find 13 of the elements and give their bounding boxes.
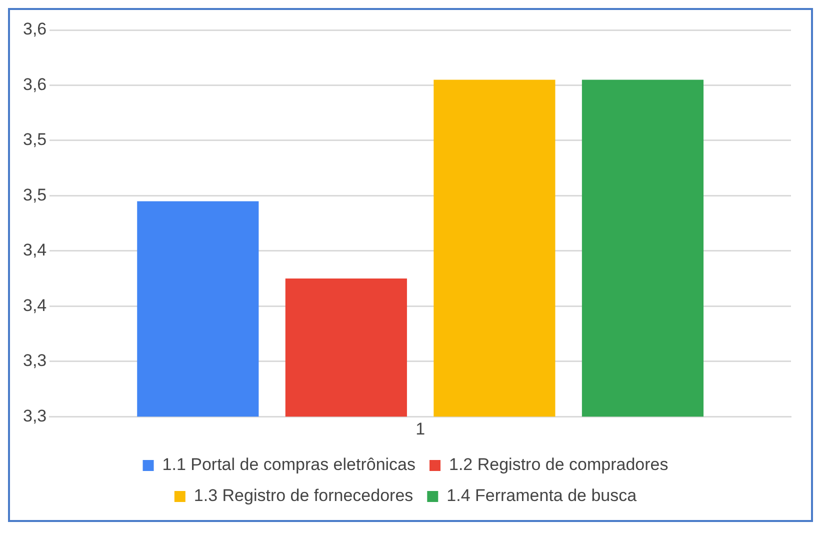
legend-label: 1.1 Portal de compras eletrônicas [162, 455, 416, 474]
y-tick-label: 3,5 [22, 185, 47, 204]
x-tick-label: 1 [416, 419, 426, 438]
y-tick-label: 3,6 [22, 74, 47, 94]
y-tick-label: 3,3 [22, 351, 47, 370]
legend-label: 1.3 Registro de fornecedores [194, 486, 414, 506]
y-tick-label: 3,3 [22, 406, 47, 426]
y-tick-label: 3,4 [22, 296, 47, 315]
y-tick-label: 3,5 [22, 130, 47, 150]
y-tick-label: 3,4 [22, 240, 47, 260]
legend-label: 1.4 Ferramenta de busca [446, 486, 638, 506]
legend-label: 1.2 Registro de compradores [449, 455, 668, 474]
y-tick-label: 3,6 [22, 20, 47, 39]
